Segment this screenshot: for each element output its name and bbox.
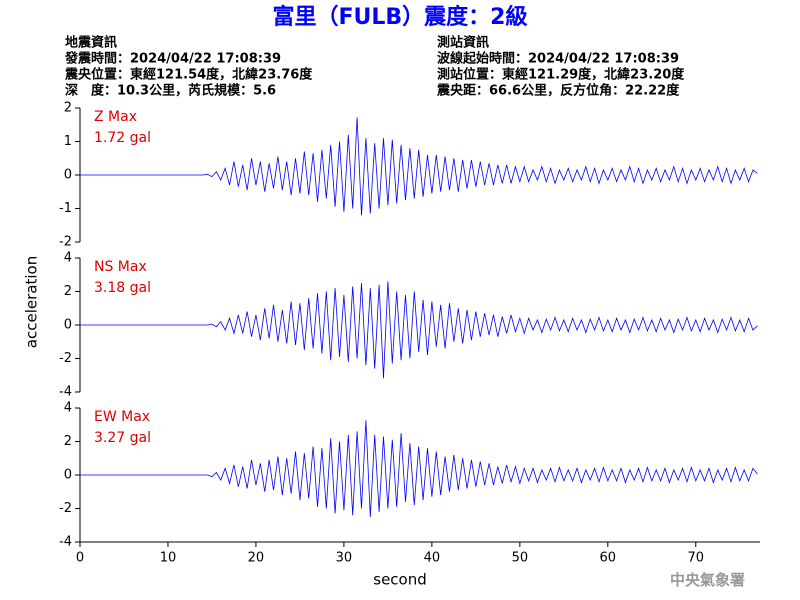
chart-title: 富里（FULB）震度：2級: [273, 4, 528, 30]
y-tick-label: 2: [64, 434, 72, 449]
info-line: 震央位置：東經121.54度，北緯23.76度: [64, 67, 313, 83]
y-tick-label: -4: [59, 385, 72, 400]
y-tick-label: 0: [64, 468, 72, 483]
y-tick-label: 2: [64, 284, 72, 299]
info-line: 測站位置：東經121.29度，北緯23.20度: [437, 67, 685, 83]
info-line: 測站資訊: [437, 35, 489, 51]
y-tick-label: -4: [59, 535, 72, 550]
x-tick-label: 40: [424, 551, 441, 566]
info-line: 地震資訊: [65, 35, 117, 51]
waveform: [80, 117, 758, 216]
x-tick-label: 50: [512, 551, 529, 566]
x-tick-label: 60: [600, 551, 617, 566]
y-tick-label: 4: [64, 251, 72, 266]
x-tick-label: 0: [76, 551, 84, 566]
info-line: 深 度：10.3公里，芮氏規模：5.6: [65, 83, 276, 99]
y-tick-label: 1: [64, 134, 72, 149]
y-tick-label: 2: [64, 101, 72, 116]
y-tick-label: -2: [59, 235, 72, 250]
y-tick-label: -2: [59, 351, 72, 366]
annotation: 1.72 gal: [94, 130, 151, 146]
info-line: 震央距：66.6公里，反方位角：22.22度: [436, 83, 680, 99]
y-axis-label: acceleration: [23, 256, 41, 348]
info-line: 發震時間：2024/04/22 17:08:39: [64, 51, 281, 67]
info-line: 波線起始時間：2024/04/22 17:08:39: [437, 51, 679, 67]
x-tick-label: 10: [160, 551, 177, 566]
y-tick-label: -1: [59, 201, 72, 216]
x-axis-label: second: [373, 571, 427, 589]
annotation: 3.18 gal: [94, 280, 151, 296]
x-tick-label: 20: [248, 551, 265, 566]
y-tick-label: 0: [64, 318, 72, 333]
x-tick-label: 30: [336, 551, 353, 566]
annotation: Z Max: [94, 109, 137, 125]
annotation: NS Max: [94, 259, 147, 275]
y-tick-label: 0: [64, 168, 72, 183]
y-tick-label: -2: [59, 501, 72, 516]
waveform: [80, 420, 758, 517]
y-tick-label: 4: [64, 401, 72, 416]
annotation: EW Max: [94, 409, 150, 425]
x-tick-label: 70: [688, 551, 705, 566]
annotation: 3.27 gal: [94, 430, 151, 446]
watermark: 中央氣象署: [670, 571, 745, 589]
waveform: [80, 281, 758, 379]
